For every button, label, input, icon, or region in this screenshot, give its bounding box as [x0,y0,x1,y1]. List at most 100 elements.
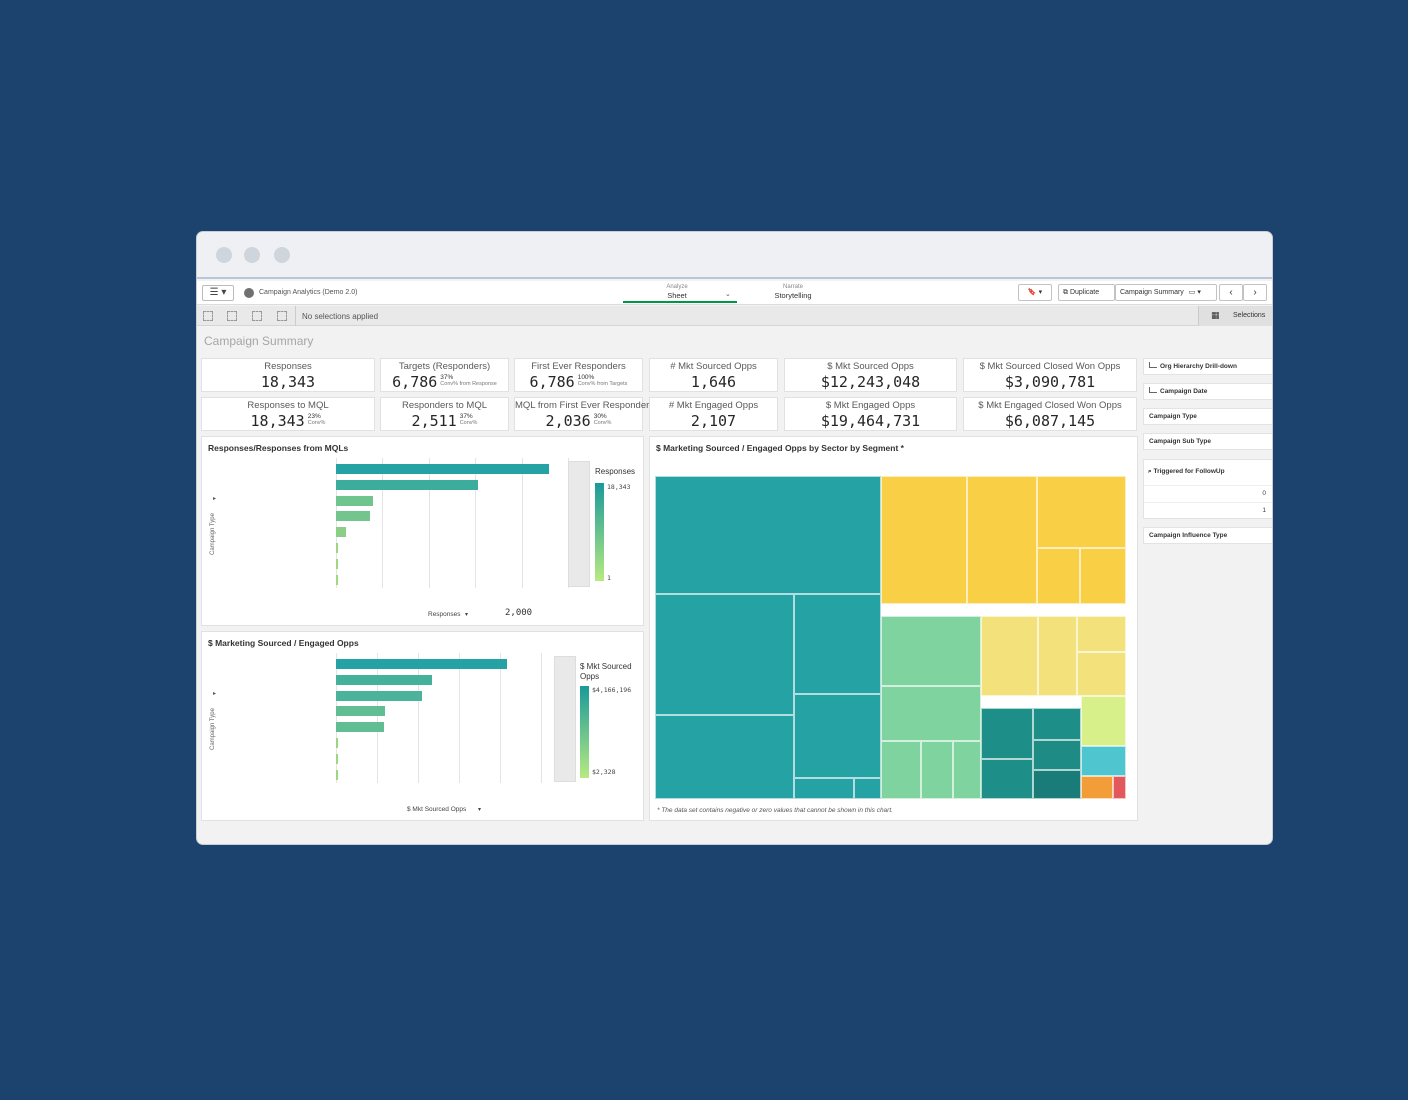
treemap-cell[interactable] [794,694,881,778]
filter-value-row[interactable]: 0 [1144,485,1272,501]
bar[interactable] [336,495,374,506]
x-axis-title[interactable]: $ Mkt Sourced Opps [407,806,467,813]
filter-campaign-influence-type[interactable]: Campaign Influence Type [1143,527,1272,544]
treemap-cell-unlabeled[interactable] [1081,696,1126,746]
filter-campaign-type[interactable]: Campaign Type [1143,408,1272,425]
tab-analyze[interactable]: Analyze Sheet [637,284,717,300]
chart-sourced-opps-panel[interactable]: $ Marketing Sourced / Engaged Opps Campa… [201,631,644,821]
axis-expand-icon[interactable]: ▸ [213,691,217,697]
treemap-cell[interactable] [881,476,967,604]
bar[interactable] [336,479,479,490]
kpi-responses-to-mql[interactable]: Responses to MQL 18,343 23% Conv% [201,397,375,431]
window-dot-maximize-icon[interactable] [274,247,290,263]
treemap-cell[interactable] [1080,548,1126,604]
treemap-cell[interactable] [1077,652,1126,696]
step-forward-icon[interactable] [252,311,262,321]
kpi-value: 6,786 [529,373,575,391]
treemap-cell[interactable] [655,476,881,594]
bar[interactable] [336,558,338,569]
treemap-cell[interactable] [1033,708,1081,740]
bar[interactable] [336,511,370,522]
treemap-cell[interactable] [655,594,794,715]
treemap-cell-unlabeled[interactable] [1033,770,1081,799]
previous-sheet-button[interactable]: ‹ [1219,284,1243,301]
mini-chart-scroll[interactable] [554,656,576,782]
sheet-select-dropdown[interactable]: Campaign Summary ▭ ▾ [1115,284,1217,301]
bar[interactable] [336,722,385,733]
treemap-cell[interactable] [1077,616,1126,652]
navigation-menu-button[interactable]: ☰ ▾ [202,285,234,301]
treemap-cell[interactable] [953,741,981,799]
bar[interactable] [336,769,338,780]
bar[interactable] [336,753,338,764]
legend-max: 18,343 [607,483,631,491]
filter-campaign-sub-type[interactable]: Campaign Sub Type [1143,433,1272,450]
bar[interactable] [336,464,549,474]
treemap-cell-unlabeled[interactable] [1113,776,1126,799]
kpi-mkt-engaged-closed-won[interactable]: $ Mkt Engaged Closed Won Opps $6,087,145 [963,397,1137,431]
tab-narrate[interactable]: Narrate Storytelling [753,284,833,300]
treemap-cell[interactable] [881,741,921,799]
kpi-mkt-sourced-closed-won[interactable]: $ Mkt Sourced Closed Won Opps $3,090,781 [963,358,1137,392]
filter-campaign-date[interactable]: Campaign Date [1143,383,1272,400]
bar[interactable] [336,574,338,585]
treemap-cell[interactable] [881,616,981,686]
axis-expand-icon[interactable]: ▸ [213,496,217,502]
kpi-mql-from-first-ever[interactable]: MQL from First Ever Responders 2,036 30%… [514,397,654,431]
chart-responses-panel[interactable]: Responses/Responses from MQLs Campaign T… [201,436,644,626]
bar[interactable] [336,738,338,748]
treemap-cell-unlabeled[interactable] [1033,740,1081,770]
bar[interactable] [336,706,385,717]
treemap-cell[interactable] [1038,616,1077,696]
selections-button[interactable]: ▦ Selections [1198,306,1272,326]
filter-org-hierarchy[interactable]: Org Hierarchy Drill-down [1143,358,1272,375]
treemap-cell[interactable] [967,476,1037,604]
step-back-icon[interactable] [227,311,237,321]
filter-value-row[interactable]: 1 [1144,502,1272,518]
smart-search-icon[interactable] [203,311,213,321]
dropdown-arrow-icon[interactable]: ▾ [465,612,469,618]
treemap-cell-unlabeled[interactable] [854,778,881,799]
treemap-cell[interactable] [981,708,1033,759]
treemap-cell[interactable] [655,715,794,799]
x-axis-title[interactable]: Responses [428,611,461,618]
clear-selections-icon[interactable] [277,311,287,321]
window-dot-close-icon[interactable] [216,247,232,263]
bar[interactable] [336,543,338,553]
filter-triggered-for-followup[interactable]: ⌕ Triggered for FollowUp 0 1 [1143,459,1272,519]
treemap-cell[interactable] [794,594,881,694]
kpi-responders-to-mql[interactable]: Responders to MQL 2,511 37% Conv% [380,397,509,431]
treemap-cell-unlabeled[interactable] [1081,776,1113,799]
kpi-label: Responses to MQL [247,400,329,411]
bar[interactable] [336,674,432,685]
mini-chart-scroll[interactable] [568,461,590,587]
treemap-cell-unlabeled[interactable] [794,778,854,799]
kpi-mkt-sourced-opps-amount[interactable]: $ Mkt Sourced Opps $12,243,048 [784,358,957,392]
kpi-mkt-engaged-opps-amount[interactable]: $ Mkt Engaged Opps $19,464,731 [784,397,957,431]
active-tab-indicator [623,301,737,303]
treemap-panel[interactable]: $ Marketing Sourced / Engaged Opps by Se… [649,436,1138,821]
treemap-cell[interactable] [1037,476,1126,548]
bar[interactable] [336,659,507,669]
kpi-mkt-engaged-opps-count[interactable]: # Mkt Engaged Opps 2,107 [649,397,778,431]
treemap-cell[interactable] [981,759,1033,799]
kpi-first-ever-responders[interactable]: First Ever Responders 6,786 100% Conv% fr… [514,358,643,392]
page-title: Campaign Summary [204,334,314,348]
bookmark-button[interactable]: 🔖 ▾ [1018,284,1052,301]
bar[interactable] [336,527,346,538]
treemap-cell[interactable] [981,616,1038,696]
dropdown-arrow-icon[interactable]: ▾ [478,807,482,813]
kpi-responses[interactable]: Responses 18,343 [201,358,375,392]
treemap-cell-name [656,595,793,597]
treemap-cell-unlabeled[interactable] [1081,746,1126,776]
next-sheet-button[interactable]: › [1243,284,1267,301]
kpi-targets[interactable]: Targets (Responders) 6,786 37% Conv% from… [380,358,509,392]
window-dot-minimize-icon[interactable] [244,247,260,263]
treemap-cell[interactable] [881,686,981,741]
duplicate-button[interactable]: ⧉ Duplicate [1058,284,1115,301]
treemap-cell[interactable] [1037,548,1080,604]
chevron-down-icon[interactable]: ⌄ [725,291,731,298]
kpi-mkt-sourced-opps-count[interactable]: # Mkt Sourced Opps 1,646 [649,358,778,392]
bar[interactable] [336,690,422,701]
treemap-cell[interactable] [921,741,953,799]
